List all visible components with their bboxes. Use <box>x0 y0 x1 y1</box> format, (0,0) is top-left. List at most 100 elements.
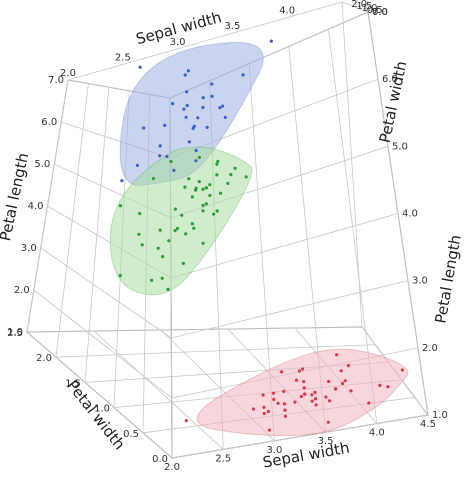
tick-label-petal-width-left: 2.0 <box>36 353 52 364</box>
point-series-1 <box>175 226 180 231</box>
point-series-1 <box>208 193 212 198</box>
point-series-2 <box>343 379 347 383</box>
tick-label-petal-length-left: 5.0 <box>34 159 50 170</box>
point-series-0 <box>218 106 222 110</box>
point-series-1 <box>212 212 216 216</box>
point-series-0 <box>201 105 205 110</box>
tick-label-petal-width-right: 1.0 <box>362 3 378 14</box>
point-series-0 <box>138 65 142 69</box>
point-series-0 <box>183 73 187 77</box>
tick-label-sepal-width-top: 2.0 <box>60 68 76 79</box>
point-series-1 <box>226 181 230 185</box>
point-series-1 <box>215 162 219 166</box>
point-series-2 <box>310 393 314 397</box>
point-series-0 <box>241 73 245 77</box>
point-series-1 <box>184 232 188 236</box>
point-series-1 <box>204 202 208 206</box>
point-series-1 <box>201 187 205 191</box>
density-hulls <box>109 41 409 437</box>
tick-label-petal-length-right: 2.0 <box>422 343 438 354</box>
point-series-1 <box>161 255 165 259</box>
point-series-1 <box>215 209 219 213</box>
point-series-1 <box>216 159 220 163</box>
point-series-2 <box>283 408 287 412</box>
point-series-0 <box>196 116 200 120</box>
point-series-1 <box>118 204 122 208</box>
tick-label-petal-width-left: 2.5 <box>7 328 23 339</box>
tick-label-petal-width-right: 0.0 <box>372 7 388 18</box>
point-series-1 <box>208 183 212 187</box>
point-series-1 <box>192 226 196 230</box>
tick-label-petal-width-right: 0.5 <box>367 5 383 16</box>
tick-label-sepal-width-bottom: 3.5 <box>318 436 334 447</box>
point-series-0 <box>201 96 205 100</box>
tick-label-petal-length-right: 5.0 <box>392 141 408 152</box>
tick-label-petal-width-left: 1.5 <box>65 378 81 389</box>
tick-label-petal-length-right: 7.0 <box>372 7 388 18</box>
axis-title-sepal-width-bottom: Sepal width <box>261 439 351 472</box>
point-series-1 <box>166 287 170 291</box>
tick-label-petal-length-left: 2.0 <box>14 285 30 296</box>
point-series-1 <box>215 173 219 177</box>
tick-label-petal-length-right: 1.0 <box>432 410 448 421</box>
point-series-1 <box>229 173 233 177</box>
point-series-0 <box>269 39 273 43</box>
point-series-0 <box>182 107 186 111</box>
point-series-0 <box>186 69 190 73</box>
point-series-1 <box>201 203 205 207</box>
point-series-2 <box>297 369 302 373</box>
point-series-1 <box>201 209 205 213</box>
gridline-back-length <box>171 280 409 339</box>
point-series-2 <box>293 400 297 404</box>
point-series-2 <box>299 394 303 399</box>
point-series-2 <box>334 387 338 391</box>
axis-title-petal-length-right: Petal length <box>431 233 464 324</box>
point-series-2 <box>313 390 317 394</box>
point-series-0 <box>185 103 189 108</box>
point-series-1 <box>190 195 194 199</box>
point-series-1 <box>197 155 201 160</box>
point-series-2 <box>378 383 382 387</box>
point-series-2 <box>367 401 371 405</box>
tick-label-petal-width-left: 1.0 <box>94 404 110 415</box>
gridline-left-length <box>33 289 172 399</box>
gridline-left-width <box>84 87 110 383</box>
point-series-2 <box>282 389 286 393</box>
point-series-0 <box>205 125 209 129</box>
tick-label-petal-length-right: 3.0 <box>412 276 428 287</box>
point-series-0 <box>184 115 188 119</box>
tick-label-petal-length-right: 4.0 <box>402 209 418 220</box>
box-edge <box>341 1 369 13</box>
point-series-2 <box>262 411 266 416</box>
point-series-2 <box>272 397 276 401</box>
point-series-0 <box>210 94 214 98</box>
point-series-1 <box>151 177 155 181</box>
gridline-floor-width <box>55 344 376 358</box>
point-series-0 <box>135 163 139 167</box>
point-series-1 <box>197 180 201 184</box>
point-series-0 <box>194 159 198 163</box>
tick-labels: 2.02.53.03.54.04.52.02.53.03.54.02.51.02… <box>7 0 448 473</box>
box-edge <box>67 1 343 81</box>
point-series-0 <box>171 102 175 106</box>
axis-title-petal-width-left: Petal width <box>63 377 128 454</box>
axis-title-petal-length-left: Petal length <box>0 151 32 242</box>
point-series-2 <box>262 405 266 409</box>
point-series-2 <box>261 393 265 397</box>
point-series-1 <box>138 211 142 216</box>
point-series-1 <box>180 213 184 217</box>
box-edge <box>341 1 363 328</box>
point-series-2 <box>271 391 275 395</box>
tick-label-sepal-width-top: 3.5 <box>224 21 240 32</box>
point-series-2 <box>266 409 270 414</box>
point-series-0 <box>221 104 225 108</box>
tick-label-sepal-width-bottom: 4.5 <box>420 419 436 430</box>
tick-label-sepal-width-bottom: 3.0 <box>266 445 282 456</box>
point-series-2 <box>280 370 284 374</box>
point-series-1 <box>193 188 198 192</box>
point-series-1 <box>118 274 122 278</box>
point-series-1 <box>201 241 205 245</box>
point-series-2 <box>400 368 404 372</box>
tick-label-sepal-width-top: 2.5 <box>334 0 350 1</box>
